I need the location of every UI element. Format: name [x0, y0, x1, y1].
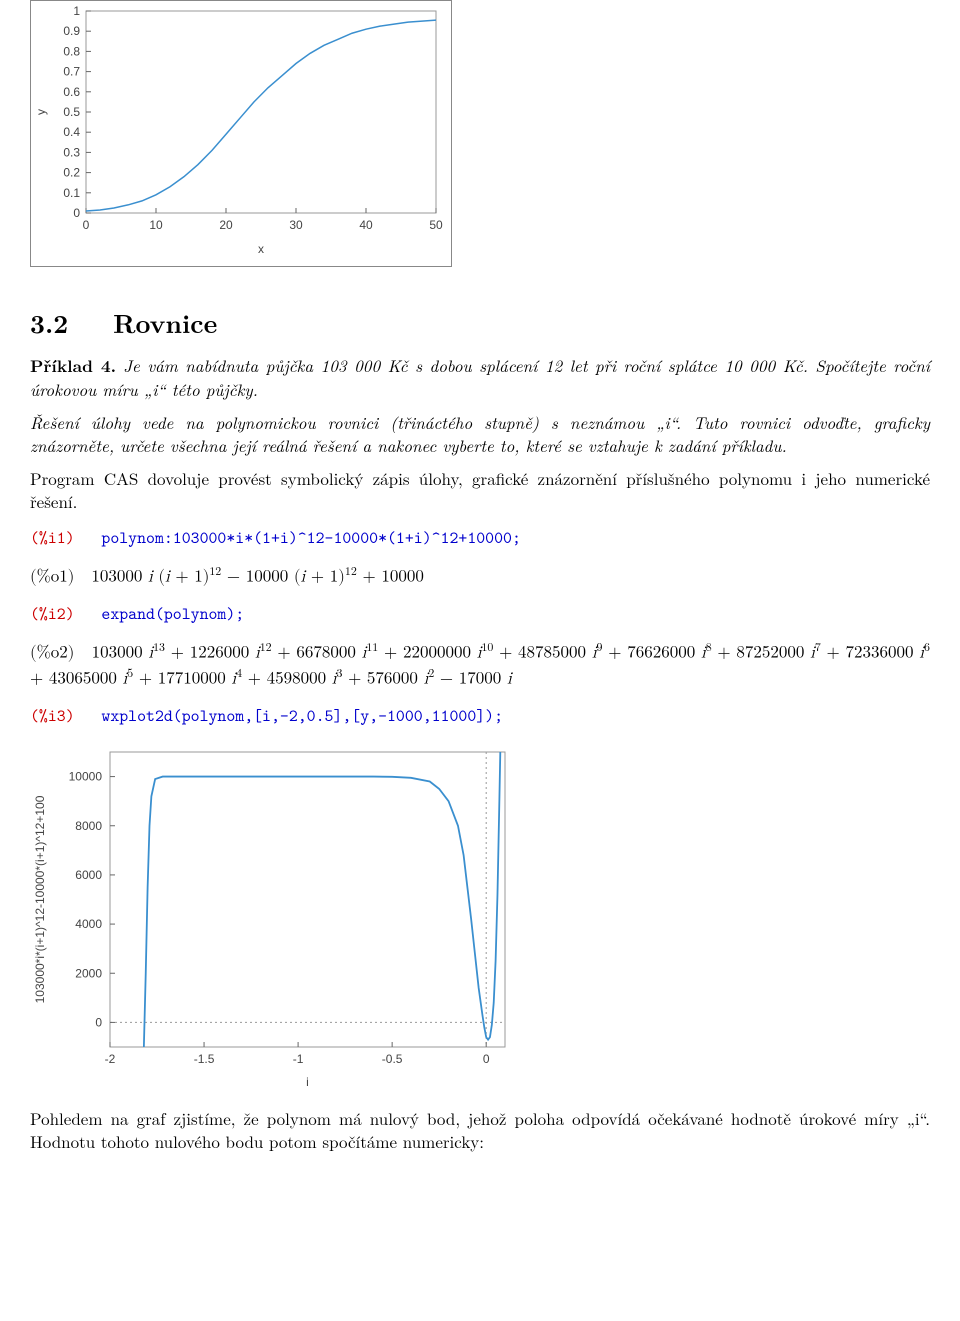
- example-label: Příklad 4.: [30, 354, 116, 378]
- closing-paragraph: Pohledem na graf zjistíme, že polynom má…: [30, 1107, 930, 1153]
- svg-text:y: y: [34, 109, 48, 115]
- chart-1: 00.10.20.30.40.50.60.70.80.9101020304050…: [31, 1, 451, 261]
- input-1-code: polynom:103000*i*(1+i)^12-10000*(1+i)^12…: [101, 527, 520, 549]
- svg-text:0.5: 0.5: [63, 105, 80, 119]
- example-problem: Je vám nabídnuta půjčka 103 000 Kč s dob…: [30, 353, 930, 401]
- output-2-tag: (%o2): [30, 645, 74, 662]
- svg-text:1: 1: [73, 4, 80, 18]
- input-1: (%i1) polynom:103000*i*(1+i)^12-10000*(1…: [30, 527, 930, 550]
- svg-text:0.9: 0.9: [63, 24, 80, 38]
- section-number: 3.2: [30, 304, 68, 341]
- svg-text:40: 40: [359, 218, 373, 232]
- svg-text:10: 10: [149, 218, 163, 232]
- svg-text:2000: 2000: [75, 967, 102, 981]
- svg-text:-0.5: -0.5: [382, 1052, 403, 1066]
- output-1-tag: (%o1): [30, 568, 74, 585]
- example-hint: Řešení úlohy vede na polynomickou rovnic…: [30, 411, 930, 457]
- input-3-tag: (%i3): [30, 705, 75, 727]
- input-3: (%i3) wxplot2d(polynom,[i,-2,0.5],[y,-10…: [30, 705, 930, 728]
- svg-text:0.8: 0.8: [63, 44, 80, 58]
- example-statement: Příklad 4. Je vám nabídnuta půjčka 103 0…: [30, 354, 930, 401]
- svg-text:10000: 10000: [69, 770, 103, 784]
- svg-text:x: x: [258, 242, 264, 256]
- svg-text:0.2: 0.2: [63, 166, 80, 180]
- svg-text:50: 50: [429, 218, 443, 232]
- input-2: (%i2) expand(polynom);: [30, 603, 930, 626]
- svg-text:-1: -1: [293, 1052, 304, 1066]
- body-paragraph: Program CAS dovoluje provést symbolický …: [30, 467, 930, 513]
- svg-text:-1.5: -1.5: [194, 1052, 215, 1066]
- output-2: (%o2) 103000 i13 + 1226000 i12 + 6678000…: [30, 640, 930, 691]
- input-1-tag: (%i1): [30, 527, 75, 549]
- svg-text:0: 0: [483, 1052, 490, 1066]
- input-3-code: wxplot2d(polynom,[i,-2,0.5],[y,-1000,110…: [101, 705, 503, 727]
- svg-text:30: 30: [289, 218, 303, 232]
- svg-text:0.6: 0.6: [63, 85, 80, 99]
- svg-text:0: 0: [73, 206, 80, 220]
- section-title: Rovnice: [113, 304, 217, 341]
- chart-2-container: 0 2000 4000 6000 8000 10000 -2 -1.5 -1 -0.5 0 i 1030…: [30, 742, 930, 1097]
- svg-text:20: 20: [219, 218, 233, 232]
- section-heading: 3.2 Rovnice: [30, 305, 930, 340]
- svg-text:103000*i*(i+1)^12-10000*(i+1)^: 103000*i*(i+1)^12-10000*(i+1)^12+100: [33, 796, 47, 1004]
- input-2-code: expand(polynom);: [101, 603, 244, 625]
- input-2-tag: (%i2): [30, 603, 75, 625]
- svg-text:i: i: [306, 1075, 309, 1089]
- svg-text:0.3: 0.3: [63, 145, 80, 159]
- svg-text:0.7: 0.7: [63, 65, 80, 79]
- svg-text:0: 0: [95, 1016, 102, 1030]
- svg-text:6000: 6000: [75, 868, 102, 882]
- output-1: (%o1) 103000 i (i + 1)12 − 10000 (i + 1)…: [30, 564, 930, 590]
- svg-text:-2: -2: [105, 1052, 116, 1066]
- svg-text:0: 0: [83, 218, 90, 232]
- svg-text:8000: 8000: [75, 819, 102, 833]
- chart-1-container: 00.10.20.30.40.50.60.70.80.9101020304050…: [30, 0, 452, 267]
- svg-text:4000: 4000: [75, 917, 102, 931]
- chart-2: 0 2000 4000 6000 8000 10000 -2 -1.5 -1 -0.5 0 i 1030…: [30, 742, 520, 1092]
- svg-text:0.4: 0.4: [63, 125, 80, 139]
- svg-text:0.1: 0.1: [63, 186, 80, 200]
